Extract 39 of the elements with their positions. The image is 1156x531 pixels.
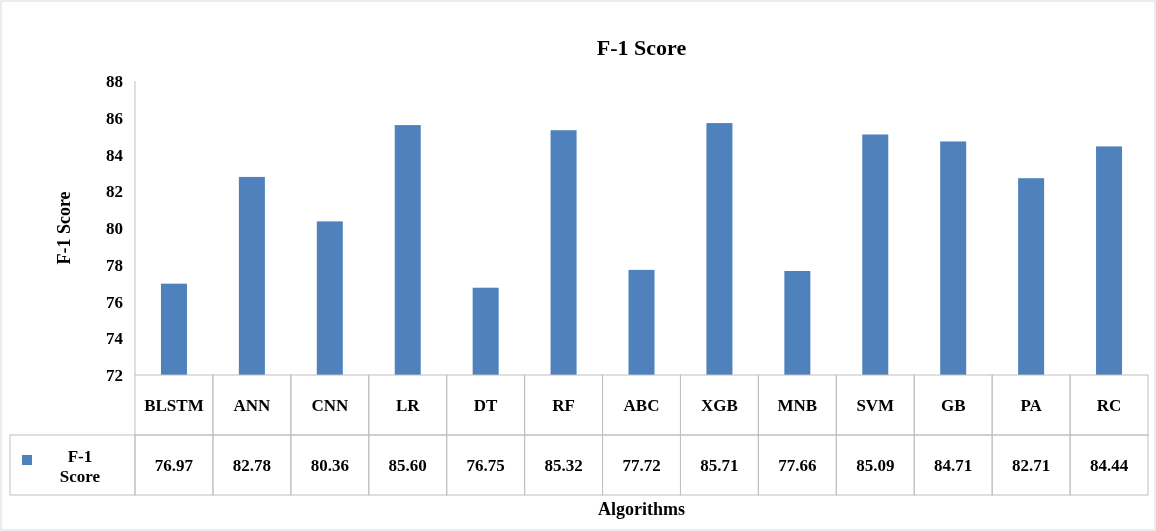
x-tick-label: ABC	[623, 396, 660, 415]
y-tick-label: 80	[106, 219, 123, 238]
y-tick-label: 76	[106, 292, 123, 312]
x-tick-label: BLSTM	[144, 396, 204, 415]
text: 80.36	[310, 456, 349, 475]
text: 82.78	[232, 456, 272, 475]
x-tick-label: PA	[1020, 396, 1043, 415]
text: 76.75	[466, 456, 505, 475]
y-tick-label: 78	[106, 255, 123, 275]
legend-label: F-1 Score	[59, 447, 101, 486]
y-tick-label: 86	[106, 108, 123, 128]
text: 85.09	[856, 456, 895, 475]
x-tick-label: DT	[473, 396, 499, 415]
x-tick-label: LR	[395, 396, 421, 415]
x-tick-label: GB	[940, 396, 966, 415]
text: 85.71	[700, 456, 739, 475]
x-tick-label: CNN	[311, 396, 349, 415]
x-tick-label: RF	[552, 396, 575, 415]
x-tick-label: XGB	[701, 396, 738, 415]
text: 76.97	[154, 456, 194, 475]
text: 77.66	[778, 456, 817, 475]
text: 82.71	[1011, 456, 1051, 475]
text: 85.32	[544, 456, 583, 475]
y-tick-label: 74	[106, 329, 124, 349]
y-tick-label: 84	[106, 145, 124, 165]
y-tick-label: 88	[106, 72, 123, 91]
x-tick-label: SVM	[856, 396, 895, 415]
x-tick-label: MNB	[777, 396, 818, 415]
x-tick-label: ANN	[233, 396, 272, 415]
y-tick-label: 82	[106, 182, 123, 202]
x-axis-title: Algorithms	[598, 499, 685, 519]
text: 85.60	[388, 456, 427, 475]
y-tick-label: 72	[106, 366, 123, 385]
text: 84.44	[1089, 456, 1129, 475]
text: 84.71	[934, 456, 973, 475]
y-axis-title: F-1 Score	[54, 191, 74, 265]
chart-title: F-1 Score	[596, 35, 687, 60]
text: 77.72	[622, 456, 661, 475]
x-tick-label: RC	[1096, 396, 1122, 415]
